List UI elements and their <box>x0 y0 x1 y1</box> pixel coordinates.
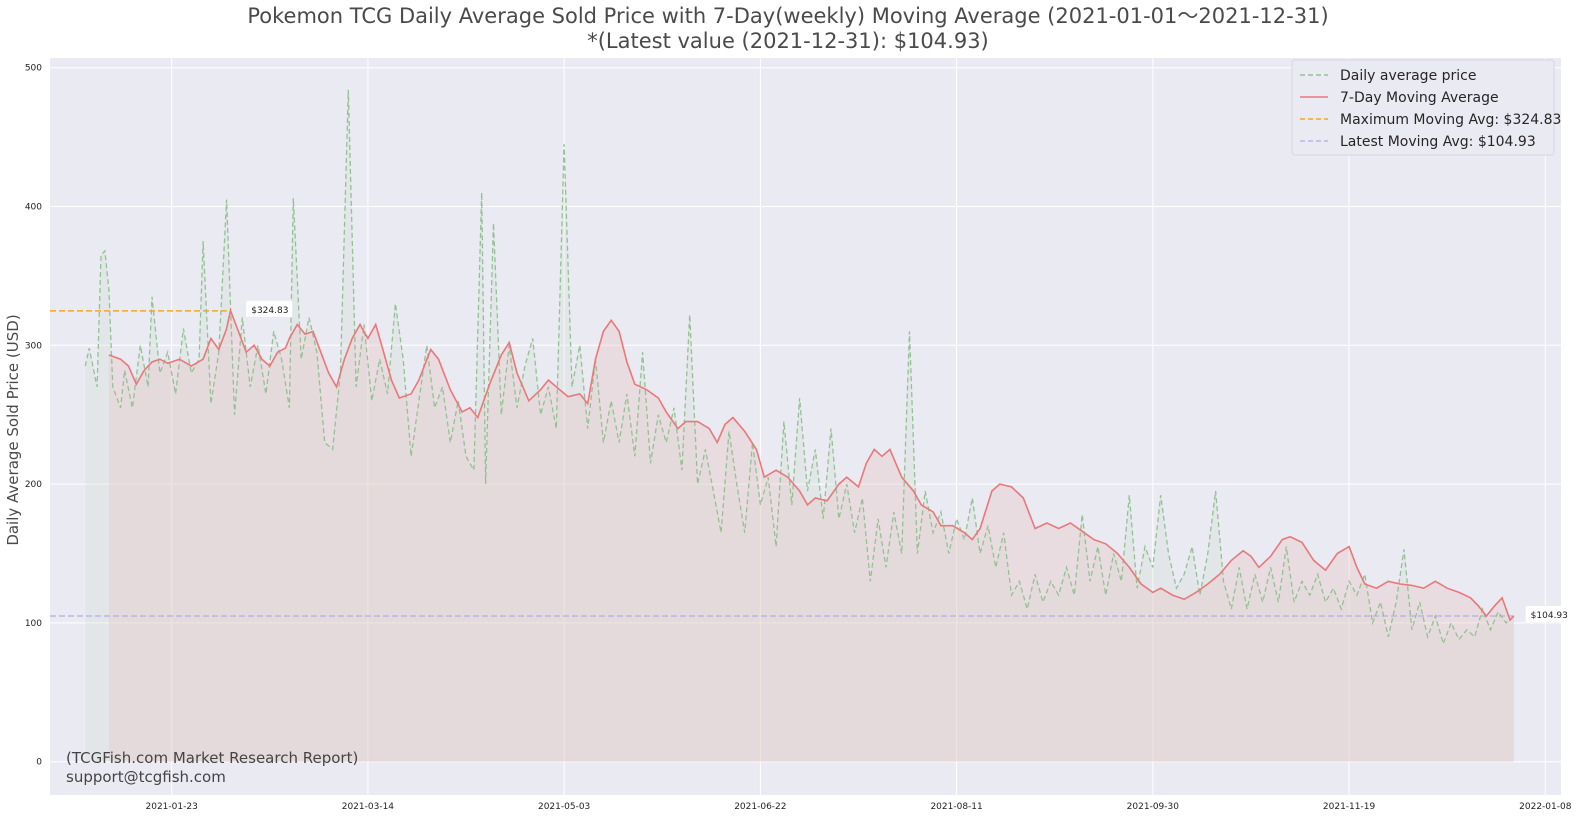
y-axis-ticks: 0 100 200 300 400 500 <box>25 64 42 768</box>
y-tick-label: 500 <box>25 64 42 74</box>
area-fills <box>85 89 1514 762</box>
moving-average-area-fill <box>108 310 1514 762</box>
legend-label: Maximum Moving Avg: $324.83 <box>1340 112 1561 128</box>
legend: Daily average price 7-Day Moving Average M… <box>1291 59 1561 156</box>
y-tick-label: 400 <box>25 203 42 213</box>
series-lines <box>84 89 1515 646</box>
x-tick-label: 2021-08-11 <box>930 802 982 812</box>
latest-value-label: $104.93 <box>1525 606 1572 623</box>
plot-background <box>50 58 1561 795</box>
x-tick-label: 2021-06-22 <box>734 802 786 812</box>
x-axis-ticks: 2021-01-23 2021-03-14 2021-05-03 2021-06-22… <box>146 802 1572 812</box>
chart-title: Pokemon TCG Daily Average Sold Price wit… <box>247 4 1329 28</box>
daily-average-price-line <box>84 89 1515 646</box>
legend-label: Latest Moving Avg: $104.93 <box>1340 134 1536 150</box>
x-tick-label: 2022-01-08 <box>1519 802 1572 812</box>
legend-label: Daily average price <box>1340 68 1476 84</box>
x-tick-label: 2021-03-14 <box>342 802 395 812</box>
y-axis-label-text: Daily Average Sold Price (USD) <box>4 314 22 546</box>
legend-box <box>1291 59 1555 156</box>
max-value-label: $324.83 <box>246 300 293 317</box>
max-value-label-box <box>246 300 293 317</box>
moving-average-line <box>108 307 1515 622</box>
chart-title-block: Pokemon TCG Daily Average Sold Price wit… <box>0 4 1576 54</box>
grid-lines <box>50 58 1561 795</box>
value-annotations: $324.83 $104.93 <box>246 300 1572 623</box>
y-tick-label: 100 <box>25 619 42 629</box>
y-tick-label: 300 <box>25 341 42 351</box>
reference-lines <box>50 310 1514 617</box>
watermark: (TCGFish.com Market Research Report) sup… <box>66 749 358 786</box>
legend-label: 7-Day Moving Average <box>1340 90 1499 106</box>
x-tick-label: 2021-11-19 <box>1323 802 1376 812</box>
y-axis-label: Daily Average Sold Price (USD) <box>2 0 24 822</box>
watermark-line-2: support@tcgfish.com <box>66 768 226 786</box>
daily-area-fill <box>85 89 1514 762</box>
x-tick-label: 2021-05-03 <box>538 802 590 812</box>
y-tick-label: 0 <box>36 758 42 768</box>
watermark-line-1: (TCGFish.com Market Research Report) <box>66 749 358 767</box>
x-tick-label: 2021-09-30 <box>1127 802 1180 812</box>
latest-value-label-box <box>1525 606 1572 623</box>
chart-subtitle: *(Latest value (2021-12-31): $104.93) <box>587 29 989 53</box>
y-tick-label: 200 <box>25 480 42 490</box>
latest-value-label-text: $104.93 <box>1531 611 1568 621</box>
x-tick-label: 2021-01-23 <box>146 802 198 812</box>
max-value-label-text: $324.83 <box>251 306 288 316</box>
